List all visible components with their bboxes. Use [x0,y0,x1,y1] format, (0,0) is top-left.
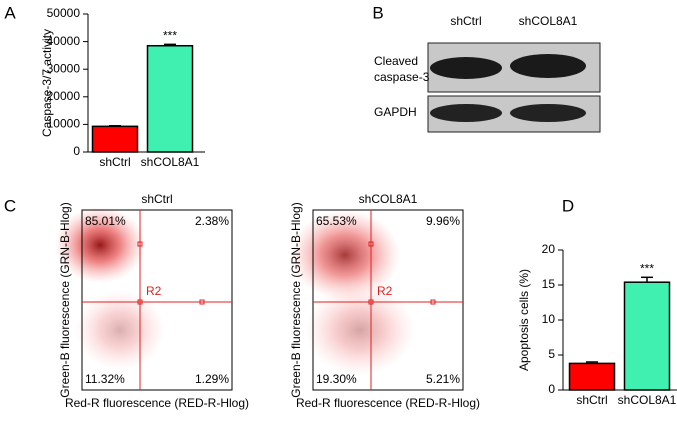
flow-cloud [290,210,400,300]
blot-band [510,104,586,122]
bar [623,281,671,391]
quadrant-value: 19.30% [316,372,357,386]
plot-frame [312,209,464,391]
y-axis-label: Green-B fluorescence (GRN-B-Hlog) [58,202,72,397]
gate-handle [199,299,205,305]
quadrant-value: 9.96% [426,214,460,228]
flow-cloud [75,290,165,370]
y-tick-label: 20000 [47,89,81,103]
blot-band [430,104,502,122]
flow-cloud [305,285,415,375]
lane-label: shCtrl [450,14,481,28]
quadrant-value: 1.29% [195,372,229,386]
y-tick-label: 5 [548,347,555,361]
gate-handle [368,241,374,247]
x-tick-label: shCOL8A1 [618,393,677,407]
x-axis-label: Red-R fluorescence (RED-R-Hlog) [296,396,480,410]
x-tick-label: shCtrl [99,155,130,169]
gate-handle [430,299,436,305]
y-axis-label: Apoptosis cells (%) [517,269,531,371]
y-tick-label: 15 [542,277,556,291]
quadrant-value: 2.38% [195,214,229,228]
blot-band [430,57,502,79]
plot-title: shCtrl [141,192,172,206]
gate-handle [137,299,143,305]
panel-label: C [4,196,16,215]
y-tick-label: 10000 [47,117,81,131]
y-tick-label: 50000 [47,6,81,20]
row-label: GAPDH [374,105,417,119]
lane-label: shCOL8A1 [519,14,578,28]
plot-frame [81,209,233,391]
quadrant-value: 5.21% [426,372,460,386]
significance: *** [163,29,177,43]
quadrant-value: 65.53% [316,214,357,228]
x-axis-label: Red-R fluorescence (RED-R-Hlog) [65,396,249,410]
row-label: caspase-3 [374,70,430,84]
gate-handle [137,241,143,247]
y-tick-label: 20 [542,242,556,256]
bar [568,362,616,391]
y-tick-label: 0 [548,382,555,396]
panel-label: A [4,3,16,22]
region-label: R2 [146,284,162,298]
quadrant-value: 85.01% [85,214,126,228]
y-axis-label: Green-B fluorescence (GRN-B-Hlog) [289,202,303,397]
quadrant-value: 11.32% [85,372,125,386]
y-tick-label: 40000 [47,34,81,48]
y-tick-label: 30000 [47,61,81,75]
panel-label: B [372,3,383,22]
y-tick-label: 0 [73,144,80,158]
x-tick-label: shCOL8A1 [141,155,200,169]
y-tick-label: 10 [542,312,556,326]
y-axis-label: Caspase-3/7 activity [40,29,54,137]
bar [146,44,194,153]
plot-title: shCOL8A1 [359,192,418,206]
x-tick-label: shCtrl [576,393,607,407]
significance: *** [640,261,654,275]
panel-label: D [562,196,574,215]
flow-cloud [55,207,145,283]
gate-handle [368,299,374,305]
region-label: R2 [377,284,393,298]
bar [91,125,139,153]
blot-band [510,54,586,78]
row-label: Cleaved [374,54,418,68]
